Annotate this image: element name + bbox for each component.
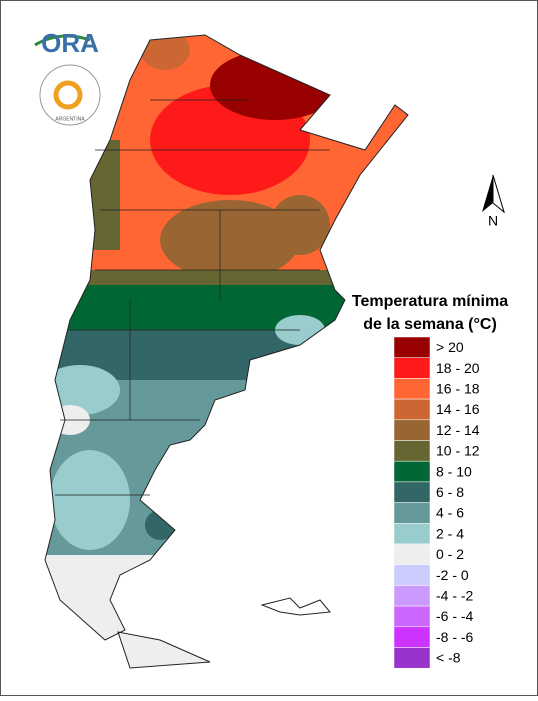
legend-swatch [393, 564, 431, 586]
legend-label: < -8 [436, 650, 461, 666]
logo-swoosh [34, 34, 91, 47]
logo-text: ORA [41, 28, 99, 58]
legend-swatch [393, 605, 431, 628]
province-borders [55, 99, 330, 496]
legend-swatch [393, 523, 431, 545]
legend-label: 18 - 20 [436, 360, 480, 376]
legend-swatch [393, 647, 431, 669]
seal-text: ARGENTINA [55, 116, 85, 122]
legend-swatch [393, 378, 431, 400]
legend-label: -4 - -2 [436, 587, 474, 603]
malvinas [260, 597, 331, 616]
legend-label: 2 - 4 [436, 525, 464, 541]
legend-title: de la semana (°C) [363, 316, 497, 333]
arrow-right [492, 174, 505, 214]
legend-title: Temperatura mínima [352, 293, 508, 310]
legend-label: 16 - 18 [436, 380, 480, 396]
logo: ORA ARGENTINA [34, 28, 101, 126]
zone [50, 450, 130, 550]
north-label: N [488, 213, 498, 229]
legend: Temperatura mínima de la semana (°C) > 20 1… [352, 293, 508, 669]
legend-swatch [393, 481, 431, 503]
north-arrow: N [482, 174, 505, 229]
zone [160, 200, 300, 280]
seal-sun [53, 80, 83, 110]
legend-swatch [393, 502, 431, 524]
legend-label: 10 - 12 [436, 443, 480, 459]
legend-swatch [393, 626, 431, 648]
legend-swatch [393, 357, 431, 379]
legend-label: -2 - 0 [436, 567, 469, 583]
legend-label: 14 - 16 [436, 401, 480, 417]
legend-swatch [393, 419, 431, 441]
legend-swatch [393, 543, 431, 565]
legend-label: 0 - 2 [436, 546, 464, 562]
seal [39, 64, 101, 126]
legend-label: 4 - 6 [436, 505, 464, 521]
country-outline [44, 34, 409, 669]
legend-swatch [393, 460, 431, 483]
legend-label: 8 - 10 [436, 463, 472, 479]
legend-swatch [393, 440, 431, 462]
legend-swatch [393, 585, 431, 607]
legend-swatch [393, 336, 431, 358]
legend-label: 12 - 14 [436, 422, 480, 438]
legend-label: 6 - 8 [436, 484, 464, 500]
legend-label: -8 - -6 [436, 629, 474, 645]
legend-label: -6 - -4 [436, 608, 474, 624]
legend-label: > 20 [436, 339, 464, 355]
arrow-left [482, 175, 493, 212]
zone [270, 195, 330, 255]
legend-swatch [393, 398, 431, 421]
